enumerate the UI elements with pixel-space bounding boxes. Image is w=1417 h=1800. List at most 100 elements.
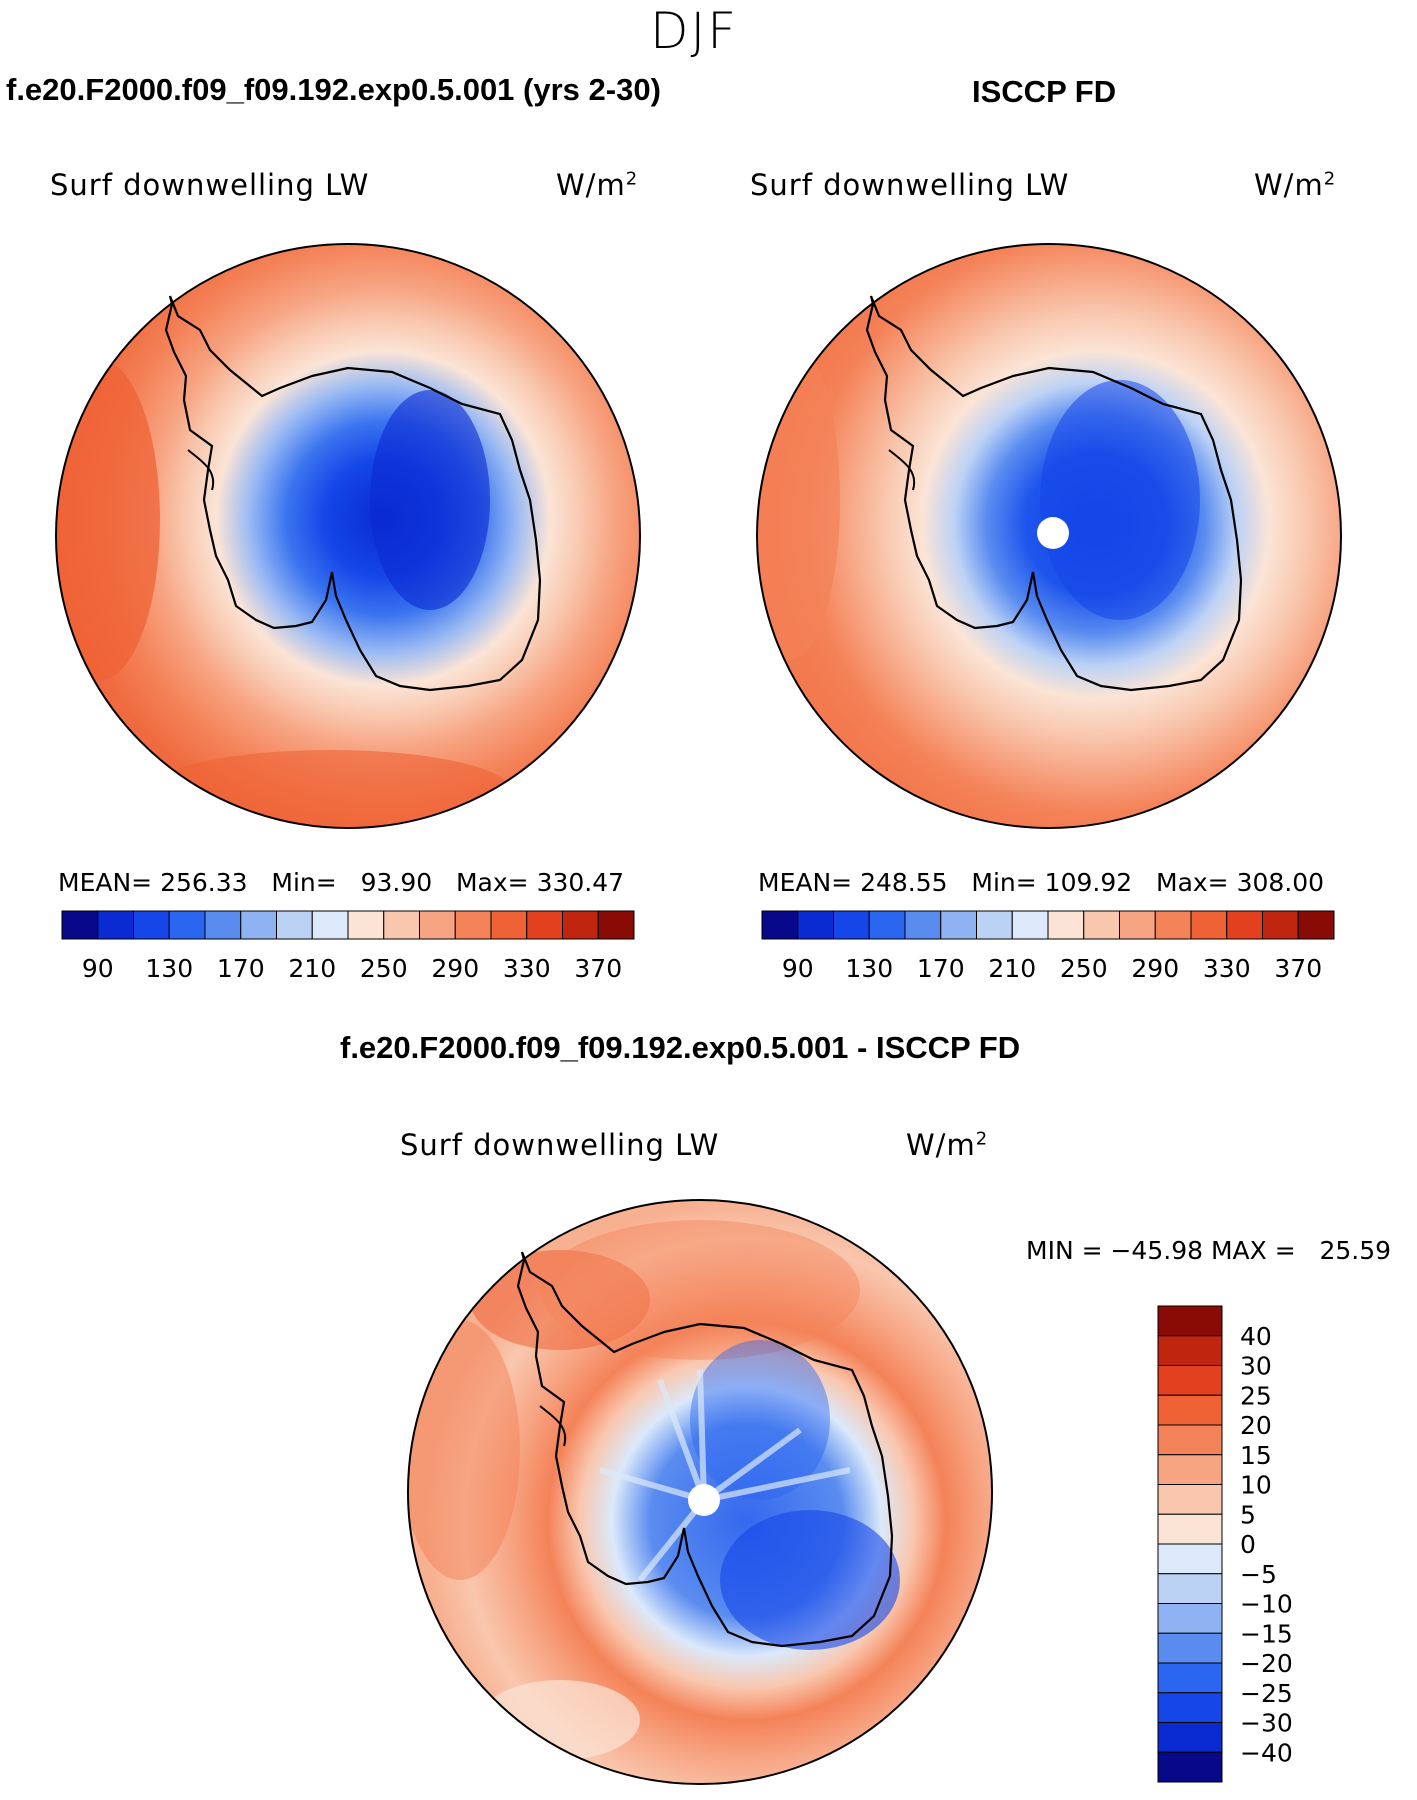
panel2-map-border: [756, 243, 1342, 829]
diff-colorbar-swatch: [1157, 1573, 1223, 1604]
panel2-colorbar-tick-label: 90: [782, 954, 814, 983]
panel2-colorbar-swatch: [1154, 910, 1192, 940]
panel2-colorbar-swatch: [1226, 910, 1263, 940]
diff-colorbar-tick-label: −20: [1240, 1649, 1293, 1678]
panel2-pole-hole: [1037, 517, 1069, 549]
diff-colorbar-swatch: [1157, 1692, 1223, 1723]
panel2-colorbar-swatch: [833, 910, 870, 940]
panel2-colorbar-swatch: [1047, 910, 1085, 940]
panel1-map: [55, 243, 641, 829]
diff-colorbar-tick-label: −40: [1240, 1738, 1293, 1767]
panel2-colorbar-swatch: [1297, 910, 1335, 940]
panel1-colorbar-swatch: [204, 910, 242, 940]
panel2-colorbar-swatch: [976, 910, 1013, 940]
diff-colorbar-tick-label: 0: [1240, 1530, 1256, 1559]
panel3-pole-hole: [688, 1484, 720, 1516]
panel1-colorbar-tick-label: 370: [574, 954, 622, 983]
panel2-colorbar-swatch: [761, 910, 799, 940]
diff-colorbar-swatch: [1157, 1662, 1223, 1694]
panel2-colorbar-swatch: [797, 910, 834, 940]
panel1-colorbar: 90 130 170 210 250 290 330 370: [61, 910, 635, 983]
panel1-colorbar-tick-label: 90: [82, 954, 114, 983]
panel1-colorbar-tick-label: 330: [503, 954, 551, 983]
panel2-variable-label: Surf downwelling LW: [750, 168, 1070, 202]
panel2-colorbar-swatch: [1262, 910, 1299, 940]
panel1-colorbar-swatch: [562, 910, 599, 940]
panel2-colorbar-tick-label: 250: [1060, 954, 1108, 983]
diff-colorbar-tick-label: 15: [1240, 1441, 1272, 1470]
panel1-colorbar-swatch: [419, 910, 456, 940]
diff-colorbar-swatch: [1157, 1543, 1223, 1575]
panel1-colorbar-swatch: [311, 910, 349, 940]
diff-colorbar-swatch: [1157, 1335, 1223, 1366]
panel1-colorbar-swatch: [454, 910, 492, 940]
panel1-colorbar-swatch: [347, 910, 385, 940]
diff-colorbar-swatch: [1157, 1603, 1223, 1634]
panel2-colorbar-swatch: [1083, 910, 1120, 940]
panel1-units: W/m2: [556, 168, 639, 202]
diff-colorbar-tick-label: −10: [1240, 1590, 1293, 1619]
panel2-colorbar-swatch: [868, 910, 906, 940]
diff-colorbar-tick-label: −30: [1240, 1709, 1293, 1738]
panel1-colorbar-swatch: [276, 910, 313, 940]
diff-colorbar-tick-label: 25: [1240, 1381, 1272, 1410]
diff-colorbar-swatch: [1157, 1305, 1223, 1337]
panel1-colorbar-tick-label: 210: [288, 954, 336, 983]
panel2-colorbar-swatch: [1190, 910, 1228, 940]
diff-colorbar-swatch: [1157, 1454, 1223, 1485]
panel1-colorbar-swatch: [97, 910, 134, 940]
diff-colorbar-swatch: [1157, 1513, 1223, 1545]
panel2-colorbar-tick-label: 290: [1131, 954, 1179, 983]
panel1-variable-label: Surf downwelling LW: [50, 168, 370, 202]
panel2-colorbar-swatch: [940, 910, 977, 940]
panel3-units: W/m2: [906, 1128, 989, 1162]
panel1-colorbar-tick-label: 250: [360, 954, 408, 983]
panel2-colorbar: 90 130 170 210 250 290 330 370: [761, 910, 1335, 983]
panel1-colorbar-swatch: [61, 910, 99, 940]
panel3-stats: MIN = −45.98 MAX = 25.59: [1026, 1236, 1392, 1265]
panel1-colorbar-swatch: [490, 910, 528, 940]
panel2-colorbar-swatch: [904, 910, 942, 940]
season-title: DJF: [650, 2, 739, 60]
panel1-colorbar-swatch: [526, 910, 563, 940]
panel3-variable-label: Surf downwelling LW: [400, 1128, 720, 1162]
panel1-colorbar-tick-label: 290: [431, 954, 479, 983]
panel2-colorbar-tick-label: 130: [845, 954, 893, 983]
panel3-map: [407, 1199, 993, 1785]
diff-colorbar-tick-label: 20: [1240, 1411, 1272, 1440]
diff-colorbar-tick-label: 10: [1240, 1471, 1272, 1500]
diff-colorbar-swatch: [1157, 1722, 1223, 1753]
diff-colorbar-tick-label: −15: [1240, 1619, 1293, 1648]
panel1-colorbar-tick-label: 170: [217, 954, 265, 983]
diff-colorbar-swatch: [1157, 1632, 1223, 1664]
diff-colorbar-swatch: [1157, 1484, 1223, 1515]
panel3-map-border: [407, 1199, 993, 1785]
panel1-stats: MEAN= 256.33 Min= 93.90 Max= 330.47: [58, 868, 625, 897]
panel2-colorbar-swatch: [1011, 910, 1049, 940]
diff-colorbar-tick-label: 5: [1240, 1500, 1256, 1529]
panel2-units: W/m2: [1254, 168, 1337, 202]
diff-colorbar-swatch: [1157, 1365, 1223, 1396]
panel2-colorbar-tick-label: 210: [988, 954, 1036, 983]
diff-colorbar-tick-label: −25: [1240, 1679, 1293, 1708]
panel2-stats: MEAN= 248.55 Min= 109.92 Max= 308.00: [758, 868, 1325, 897]
panel1-colorbar-swatch: [383, 910, 420, 940]
diff-colorbar-swatch: [1157, 1394, 1223, 1426]
panel1-colorbar-swatch: [240, 910, 277, 940]
panel1-colorbar-swatch: [168, 910, 206, 940]
panel2-colorbar-tick-label: 330: [1203, 954, 1251, 983]
panel2-title: ISCCP FD: [972, 74, 1117, 109]
diff-colorbar-swatch: [1157, 1751, 1223, 1783]
panel2-map: [756, 243, 1342, 829]
panel1-colorbar-swatch: [133, 910, 170, 940]
panel1-title: f.e20.F2000.f09_f09.192.exp0.5.001 (yrs …: [6, 72, 661, 107]
panel2-colorbar-swatch: [1119, 910, 1156, 940]
panel1-colorbar-tick-label: 130: [145, 954, 193, 983]
panel2-colorbar-tick-label: 370: [1274, 954, 1322, 983]
diff-colorbar-tick-label: 30: [1240, 1352, 1272, 1381]
diff-colorbar-swatch: [1157, 1424, 1223, 1456]
panel2-colorbar-tick-label: 170: [917, 954, 965, 983]
diff-colorbar-tick-label: −5: [1240, 1560, 1277, 1589]
